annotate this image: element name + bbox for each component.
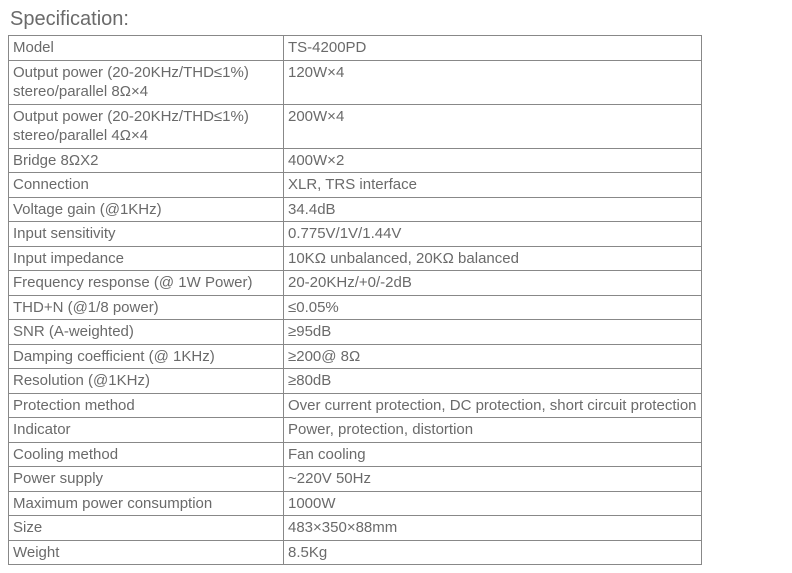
spec-value: 0.775V/1V/1.44V bbox=[284, 222, 702, 247]
table-row: Size483×350×88mm bbox=[9, 516, 702, 541]
spec-value: 120W×4 bbox=[284, 60, 702, 104]
table-row: Resolution (@1KHz)≥80dB bbox=[9, 369, 702, 394]
table-row: Maximum power consumption1000W bbox=[9, 491, 702, 516]
spec-value: Over current protection, DC protection, … bbox=[284, 393, 702, 418]
spec-value: 400W×2 bbox=[284, 148, 702, 173]
table-row: Input sensitivity0.775V/1V/1.44V bbox=[9, 222, 702, 247]
spec-label: Weight bbox=[9, 540, 284, 565]
spec-label: SNR (A-weighted) bbox=[9, 320, 284, 345]
spec-value: Fan cooling bbox=[284, 442, 702, 467]
spec-value: 1000W bbox=[284, 491, 702, 516]
spec-label: Cooling method bbox=[9, 442, 284, 467]
spec-value: TS-4200PD bbox=[284, 36, 702, 61]
spec-label: Size bbox=[9, 516, 284, 541]
spec-label: Indicator bbox=[9, 418, 284, 443]
table-row: Input impedance10KΩ unbalanced, 20KΩ bal… bbox=[9, 246, 702, 271]
spec-value: 10KΩ unbalanced, 20KΩ balanced bbox=[284, 246, 702, 271]
spec-value: 34.4dB bbox=[284, 197, 702, 222]
spec-label: Power supply bbox=[9, 467, 284, 492]
spec-title: Specification: bbox=[8, 8, 784, 31]
spec-value: XLR, TRS interface bbox=[284, 173, 702, 198]
spec-label: Damping coefficient (@ 1KHz) bbox=[9, 344, 284, 369]
spec-label: Connection bbox=[9, 173, 284, 198]
spec-value: 200W×4 bbox=[284, 104, 702, 148]
spec-label: Maximum power consumption bbox=[9, 491, 284, 516]
table-row: Output power (20-20KHz/THD≤1%)stereo/par… bbox=[9, 104, 702, 148]
spec-label: Input sensitivity bbox=[9, 222, 284, 247]
table-row: Voltage gain (@1KHz)34.4dB bbox=[9, 197, 702, 222]
spec-label: Output power (20-20KHz/THD≤1%)stereo/par… bbox=[9, 104, 284, 148]
table-row: Damping coefficient (@ 1KHz)≥200@ 8Ω bbox=[9, 344, 702, 369]
spec-value: 483×350×88mm bbox=[284, 516, 702, 541]
spec-value: ≥200@ 8Ω bbox=[284, 344, 702, 369]
table-row: Weight8.5Kg bbox=[9, 540, 702, 565]
table-row: ConnectionXLR, TRS interface bbox=[9, 173, 702, 198]
spec-label: Resolution (@1KHz) bbox=[9, 369, 284, 394]
table-row: Power supply~220V 50Hz bbox=[9, 467, 702, 492]
spec-label: THD+N (@1/8 power) bbox=[9, 295, 284, 320]
spec-label: Bridge 8ΩX2 bbox=[9, 148, 284, 173]
spec-value: Power, protection, distortion bbox=[284, 418, 702, 443]
table-row: Frequency response (@ 1W Power)20-20KHz/… bbox=[9, 271, 702, 296]
table-row: Bridge 8ΩX2400W×2 bbox=[9, 148, 702, 173]
spec-value: ≤0.05% bbox=[284, 295, 702, 320]
table-row: ModelTS-4200PD bbox=[9, 36, 702, 61]
spec-label: Output power (20-20KHz/THD≤1%)stereo/par… bbox=[9, 60, 284, 104]
spec-label: Input impedance bbox=[9, 246, 284, 271]
spec-value: 8.5Kg bbox=[284, 540, 702, 565]
spec-table-body: ModelTS-4200PDOutput power (20-20KHz/THD… bbox=[9, 36, 702, 565]
table-row: THD+N (@1/8 power)≤0.05% bbox=[9, 295, 702, 320]
spec-label: Voltage gain (@1KHz) bbox=[9, 197, 284, 222]
table-row: Output power (20-20KHz/THD≤1%)stereo/par… bbox=[9, 60, 702, 104]
spec-label: Protection method bbox=[9, 393, 284, 418]
table-row: IndicatorPower, protection, distortion bbox=[9, 418, 702, 443]
table-row: Cooling methodFan cooling bbox=[9, 442, 702, 467]
spec-table: ModelTS-4200PDOutput power (20-20KHz/THD… bbox=[8, 35, 702, 565]
spec-value: 20-20KHz/+0/-2dB bbox=[284, 271, 702, 296]
spec-label: Model bbox=[9, 36, 284, 61]
table-row: Protection methodOver current protection… bbox=[9, 393, 702, 418]
table-row: SNR (A-weighted)≥95dB bbox=[9, 320, 702, 345]
spec-value: ≥80dB bbox=[284, 369, 702, 394]
spec-label: Frequency response (@ 1W Power) bbox=[9, 271, 284, 296]
spec-value: ≥95dB bbox=[284, 320, 702, 345]
spec-value: ~220V 50Hz bbox=[284, 467, 702, 492]
